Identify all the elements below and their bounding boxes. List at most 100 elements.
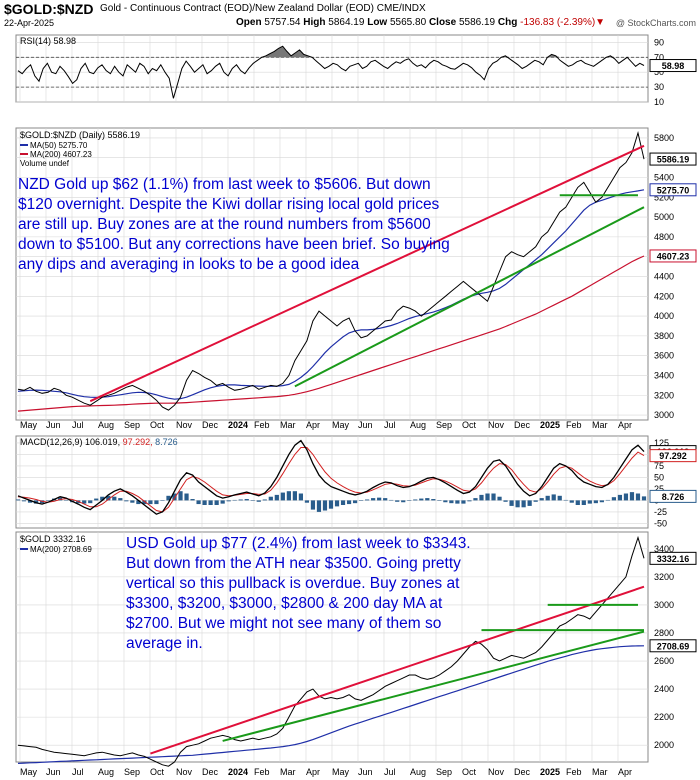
macd-histogram-bar: [352, 500, 358, 504]
nzd-last-price: 5586.19: [657, 155, 690, 165]
macd-histogram-bar: [593, 500, 598, 504]
macd-legend-signal: 97.292,: [123, 437, 156, 447]
usd-last-ma200-box: [649, 639, 697, 653]
macd-histogram-bar: [250, 500, 255, 501]
rsi-line: [17, 45, 645, 99]
usd-tick-label: 2600: [654, 656, 674, 666]
macd-histogram-bar: [64, 499, 69, 501]
usd-x-tick-label: Sep: [436, 767, 452, 777]
nzd-legend-title: $GOLD:$NZD (Daily) 5586.19: [20, 130, 140, 140]
nzd-tick-label: 3400: [654, 370, 674, 380]
chart-header: $GOLD:$NZD Gold - Continuous Contract (E…: [0, 0, 700, 30]
macd-histogram-bar: [256, 500, 261, 502]
macd-tick-label: -25: [654, 507, 667, 517]
macd-histogram-bar: [605, 499, 610, 501]
usd-upper-trendline: [150, 585, 645, 755]
open-value: 5757.54: [264, 17, 301, 28]
macd-histogram-bar: [100, 496, 105, 501]
low-value: 5565.80: [390, 17, 427, 28]
nzd-x-tick-label: 2025: [540, 420, 560, 430]
macd-histogram-bar: [160, 500, 165, 501]
usd-x-tick-label: Feb: [566, 767, 582, 777]
down-arrow-icon: ▼: [595, 17, 606, 28]
nzd-x-tick-label: Jul: [384, 420, 396, 430]
macd-histogram-bar: [27, 500, 33, 503]
nzd-tick-label: 3000: [654, 410, 674, 420]
usd-gold-annotation: USD Gold up $77 (2.4%) from last week to…: [126, 535, 471, 652]
nzd-ma200-line: [17, 255, 645, 412]
nzd-x-tick-label: Feb: [566, 420, 582, 430]
macd-histogram-bar: [455, 500, 460, 504]
macd-histogram-bar: [172, 493, 177, 501]
nzd-last-ma200-box: [649, 249, 697, 263]
usd-x-tick-label: Nov: [488, 767, 505, 777]
usd-last-ma200: 2708.69: [657, 641, 690, 651]
nzd-x-tick-label: Jun: [46, 420, 61, 430]
nzd-gold-annotation: NZD Gold up $62 (1.1%) from last week to…: [18, 176, 450, 273]
usd-last-price-box: [649, 551, 697, 565]
macd-histogram-bar: [479, 494, 484, 501]
macd-histogram-bar: [88, 500, 93, 504]
macd-histogram-bar: [497, 496, 502, 501]
nzd-x-tick-label: Apr: [618, 420, 632, 430]
close-value: 5586.19: [458, 17, 496, 28]
macd-histogram-bar: [587, 500, 592, 504]
macd-histogram-bar: [15, 499, 21, 501]
macd-histogram-bar: [268, 496, 273, 501]
macd-histogram-bar: [292, 491, 297, 501]
chg-label: Chg: [497, 17, 518, 28]
macd-histogram-bar: [533, 500, 538, 502]
macd-histogram-bar: [569, 500, 574, 503]
nzd-price-line: [17, 130, 645, 411]
macd-histogram-bar: [575, 500, 580, 505]
macd-histogram-bar: [190, 499, 195, 501]
stockcharts-watermark: @ StockCharts.com: [615, 18, 696, 28]
nzd-tick-label: 3800: [654, 331, 674, 341]
macd-histogram-bar: [611, 497, 617, 501]
macd-histogram-bar: [244, 499, 249, 501]
macd-histogram-bar: [545, 495, 550, 501]
macd-histogram-bar: [45, 500, 51, 501]
macd-tick-label: -50: [654, 518, 667, 528]
usd-x-tick-label: Jul: [72, 767, 84, 777]
usd-tick-label: 3000: [654, 600, 674, 610]
macd-histogram-bar: [184, 493, 189, 501]
nzd-legend-volume: Volume undef: [20, 159, 70, 168]
macd-legend-macd: 106.019,: [85, 437, 123, 447]
nzd-tick-label: 5000: [654, 212, 674, 222]
macd-last-hist-box: [649, 489, 697, 503]
macd-histogram-bar: [82, 500, 87, 504]
usd-price-line: [17, 535, 645, 767]
macd-histogram-bar: [310, 500, 316, 510]
macd-histogram-bar: [94, 498, 99, 501]
macd-histogram-bar: [304, 500, 310, 503]
macd-histogram-bar: [551, 494, 556, 501]
macd-histogram-bar: [371, 498, 376, 501]
usd-x-tick-label: May: [332, 767, 350, 777]
nzd-legend-ma50: MA(50) 5275.70: [30, 141, 88, 150]
nzd-ma50-line: [17, 189, 645, 400]
rsi-tick-label: 70: [654, 52, 664, 62]
symbol-title: $GOLD:$NZD: [4, 1, 94, 17]
usd-x-tick-label: 2024: [228, 767, 248, 777]
macd-histogram-bar: [557, 495, 562, 501]
macd-histogram-bar: [401, 500, 406, 503]
usd-tick-label: 3400: [654, 544, 674, 554]
macd-histogram-bar: [202, 500, 207, 505]
macd-histogram-bar: [389, 499, 394, 501]
macd-histogram-bar: [407, 500, 412, 501]
nzd-upper-trendline: [89, 144, 645, 403]
macd-histogram-bar: [178, 491, 183, 501]
macd-histogram-bar: [208, 500, 213, 505]
macd-histogram-bar: [623, 493, 629, 501]
macd-histogram-bar: [599, 500, 604, 503]
macd-histogram-bar: [461, 500, 466, 504]
macd-histogram-bar: [196, 500, 201, 505]
nzd-x-tick-label: Dec: [202, 420, 219, 430]
nzd-tick-label: 4200: [654, 291, 674, 301]
usd-x-tick-label: Mar: [592, 767, 608, 777]
usd-x-tick-label: 2025: [540, 767, 560, 777]
macd-tick-label: 75: [654, 461, 664, 471]
macd-tick-label: 125: [654, 438, 669, 448]
